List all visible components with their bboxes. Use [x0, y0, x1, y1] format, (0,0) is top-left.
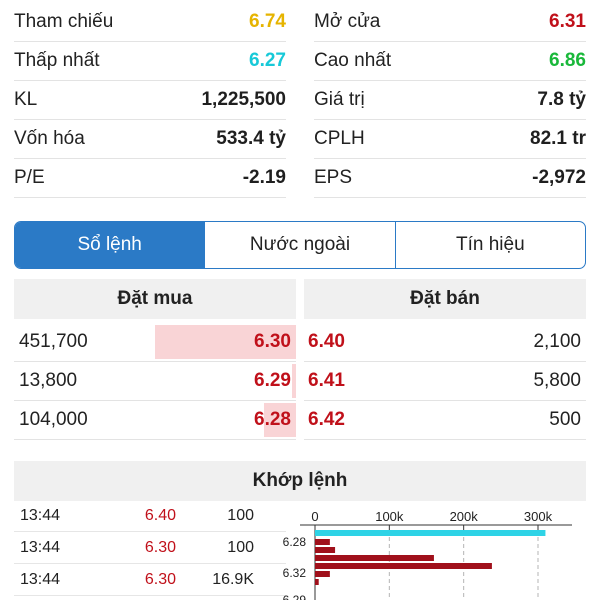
- stat-value: 6.74: [249, 11, 286, 32]
- ask-qty: 5,800: [533, 370, 581, 391]
- stat-value: 6.31: [549, 11, 586, 32]
- trade-time: 13:44: [20, 539, 61, 556]
- stat-value: -2.19: [242, 167, 286, 188]
- stat-label: Thấp nhất: [14, 50, 100, 71]
- stat-label: Giá trị: [314, 89, 365, 110]
- x-tick-label: 0: [311, 509, 318, 524]
- stat-row: Tham chiếu 6.74 Mở cửa 6.31: [0, 3, 600, 42]
- volume-by-price-chart: 0 100k 200k 300k 6.28 6.32 6.29: [283, 509, 572, 600]
- stat-cell: Tham chiếu 6.74: [14, 3, 286, 42]
- tab-bar: Sổ lệnh Nước ngoài Tín hiệu: [14, 221, 586, 269]
- bid-volume-bar: [292, 364, 296, 398]
- bid-qty: 13,800: [19, 370, 78, 391]
- stat-label: EPS: [314, 167, 353, 188]
- ask-qty: 2,100: [533, 331, 581, 352]
- stat-value: 82.1 tr: [530, 128, 586, 149]
- stat-cell: KL 1,225,500: [14, 81, 286, 120]
- price-volume-bar: [315, 563, 492, 569]
- x-tick-label: 100k: [375, 509, 404, 524]
- trade-time: 13:44: [20, 507, 61, 524]
- stat-value: 7.8 tỷ: [537, 89, 586, 110]
- tab-signals[interactable]: Tín hiệu: [394, 222, 585, 268]
- stat-value: 6.86: [549, 50, 586, 71]
- bid-price[interactable]: 6.29: [254, 370, 291, 391]
- bid-qty: 451,700: [19, 331, 88, 352]
- stat-row: KL 1,225,500 Giá trị 7.8 tỷ: [0, 81, 600, 120]
- bid-row: 104,000 6.28: [14, 401, 296, 440]
- stat-row: Vốn hóa 533.4 tỷ CPLH 82.1 tr: [0, 120, 600, 159]
- ask-row: 6.40 2,100: [304, 323, 586, 362]
- stat-cell: EPS -2,972: [314, 159, 586, 198]
- y-tick-label: 6.28: [283, 535, 307, 549]
- buy-header: Đặt mua: [14, 279, 296, 319]
- bid-volume-bar: [264, 403, 296, 437]
- trade-row: 13:44 6.40 100: [14, 500, 286, 532]
- stat-cell: Vốn hóa 533.4 tỷ: [14, 120, 286, 159]
- y-tick-label: 6.29: [283, 593, 307, 600]
- trade-volume: 16.9K: [212, 571, 254, 588]
- stat-row: P/E -2.19 EPS -2,972: [0, 159, 600, 198]
- sell-header: Đặt bán: [304, 279, 586, 319]
- stat-value: 1,225,500: [201, 89, 286, 110]
- stat-cell: Cao nhất 6.86: [314, 42, 586, 81]
- trade-row: 13:44 6.30 100: [14, 532, 286, 564]
- stat-label: Mở cửa: [314, 11, 381, 32]
- stat-cell: Thấp nhất 6.27: [14, 42, 286, 81]
- ask-price[interactable]: 6.42: [308, 409, 345, 430]
- stat-label: CPLH: [314, 128, 365, 149]
- price-volume-bar: [315, 571, 330, 577]
- stat-label: KL: [14, 89, 38, 110]
- trade-time: 13:44: [20, 571, 61, 588]
- x-tick-label: 300k: [524, 509, 553, 524]
- trade-price: 6.30: [144, 539, 176, 556]
- price-volume-bar: [315, 539, 330, 545]
- bid-volume-bar: [155, 325, 296, 359]
- stat-value: 533.4 tỷ: [216, 128, 286, 149]
- ask-price[interactable]: 6.41: [308, 370, 345, 391]
- price-volume-bar: [315, 579, 319, 585]
- trade-volume: 100: [227, 539, 254, 556]
- price-volume-bar: [315, 555, 434, 561]
- stat-label: Tham chiếu: [14, 11, 114, 32]
- ask-row: 6.41 5,800: [304, 362, 586, 401]
- trade-row: 13:44 6.30 16.9K: [14, 564, 286, 596]
- x-tick-label: 200k: [450, 509, 479, 524]
- tab-foreign[interactable]: Nước ngoài: [204, 222, 394, 268]
- trade-price: 6.30: [144, 571, 176, 588]
- stat-cell: Giá trị 7.8 tỷ: [314, 81, 586, 120]
- stat-value: 6.27: [249, 50, 286, 71]
- stat-value: -2,972: [532, 167, 586, 188]
- stat-cell: CPLH 82.1 tr: [314, 120, 586, 159]
- stat-row: Thấp nhất 6.27 Cao nhất 6.86: [0, 42, 600, 81]
- trade-volume: 100: [227, 507, 254, 524]
- bid-qty: 104,000: [19, 409, 88, 430]
- bid-price[interactable]: 6.28: [254, 409, 291, 430]
- stat-label: Cao nhất: [314, 50, 392, 71]
- y-tick-label: 6.32: [283, 566, 307, 580]
- bid-row: 13,800 6.29: [14, 362, 296, 401]
- ask-row: 6.42 500: [304, 401, 586, 440]
- ask-price[interactable]: 6.40: [308, 331, 345, 352]
- total-volume-bar: [315, 530, 546, 536]
- bid-price[interactable]: 6.30: [254, 331, 291, 352]
- ask-qty: 500: [549, 409, 581, 430]
- trade-price: 6.40: [144, 507, 176, 524]
- stat-label: P/E: [14, 167, 45, 188]
- price-volume-bar: [315, 547, 336, 553]
- matched-header: Khớp lệnh: [14, 461, 586, 501]
- tab-order-book[interactable]: Sổ lệnh: [15, 222, 205, 268]
- stat-cell: P/E -2.19: [14, 159, 286, 198]
- bid-row: 451,700 6.30: [14, 323, 296, 362]
- stat-label: Vốn hóa: [14, 128, 85, 149]
- stat-cell: Mở cửa 6.31: [314, 3, 586, 42]
